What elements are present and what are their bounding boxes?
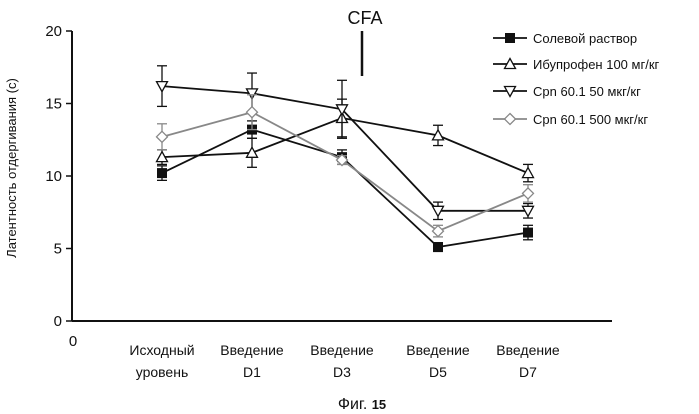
y-tick-label: 0 [54, 313, 62, 330]
x-category-label-line2: D3 [333, 364, 351, 380]
y-tick-label: 5 [54, 241, 62, 258]
marker-square [158, 169, 167, 178]
x-category-label-line1: Введение [496, 342, 560, 358]
series-line [162, 130, 528, 247]
y-tick-label: 10 [45, 168, 62, 185]
figure-caption-prefix: Фиг. [338, 396, 372, 413]
x-category-label-line2: уровень [136, 364, 189, 380]
x-category-label-line2: D7 [519, 364, 537, 380]
series-3 [157, 66, 534, 220]
legend-item-1: Солевой раствор [493, 31, 637, 46]
marker-diamond [247, 107, 258, 118]
marker-square-legend [506, 34, 515, 43]
x-categories: Исходный уровень Введение D1 Введение D3 Введе… [129, 342, 559, 380]
series-line [162, 112, 528, 231]
x-category-label-line2: D1 [243, 364, 261, 380]
x-category-label-line1: Введение [310, 342, 374, 358]
plot-area [157, 66, 534, 252]
legend-label: Ибупрофен 100 мг/кг [533, 57, 660, 72]
legend-label: Cpn 60.1 500 мкг/кг [533, 112, 648, 127]
series-4 [157, 95, 534, 237]
x-category-label-line1: Введение [406, 342, 470, 358]
figure-caption-number: 15 [372, 397, 386, 412]
y-tick-label: 20 [45, 23, 62, 40]
marker-square [434, 243, 443, 252]
marker-diamond [157, 131, 168, 142]
marker-square [524, 228, 533, 237]
x-origin-label: 0 [69, 333, 77, 350]
legend-item-3: Cpn 60.1 50 мкг/кг [493, 84, 641, 99]
figure-caption: Фиг. 15 [338, 396, 386, 413]
y-tick-label: 15 [45, 96, 62, 113]
series-1 [157, 121, 533, 252]
marker-diamond-legend [505, 114, 516, 125]
x-category-label-line1: Исходный [129, 342, 194, 358]
legend-label: Cpn 60.1 50 мкг/кг [533, 84, 641, 99]
cfa-annotation: CFA [347, 8, 382, 76]
marker-triangle-up [523, 168, 534, 178]
x-category-label-line1: Введение [220, 342, 284, 358]
x-category-label-line2: D5 [429, 364, 447, 380]
legend-label: Солевой раствор [533, 31, 637, 46]
legend-item-2: Ибупрофен 100 мг/кг [493, 57, 660, 72]
cfa-label: CFA [347, 8, 382, 28]
legend-item-4: Cpn 60.1 500 мкг/кг [493, 112, 648, 127]
legend: Солевой раствор Ибупрофен 100 мг/кг Cpn 60… [493, 31, 660, 127]
y-axis-label: Латентность отдергивания (с) [4, 78, 19, 258]
marker-diamond [523, 188, 534, 199]
